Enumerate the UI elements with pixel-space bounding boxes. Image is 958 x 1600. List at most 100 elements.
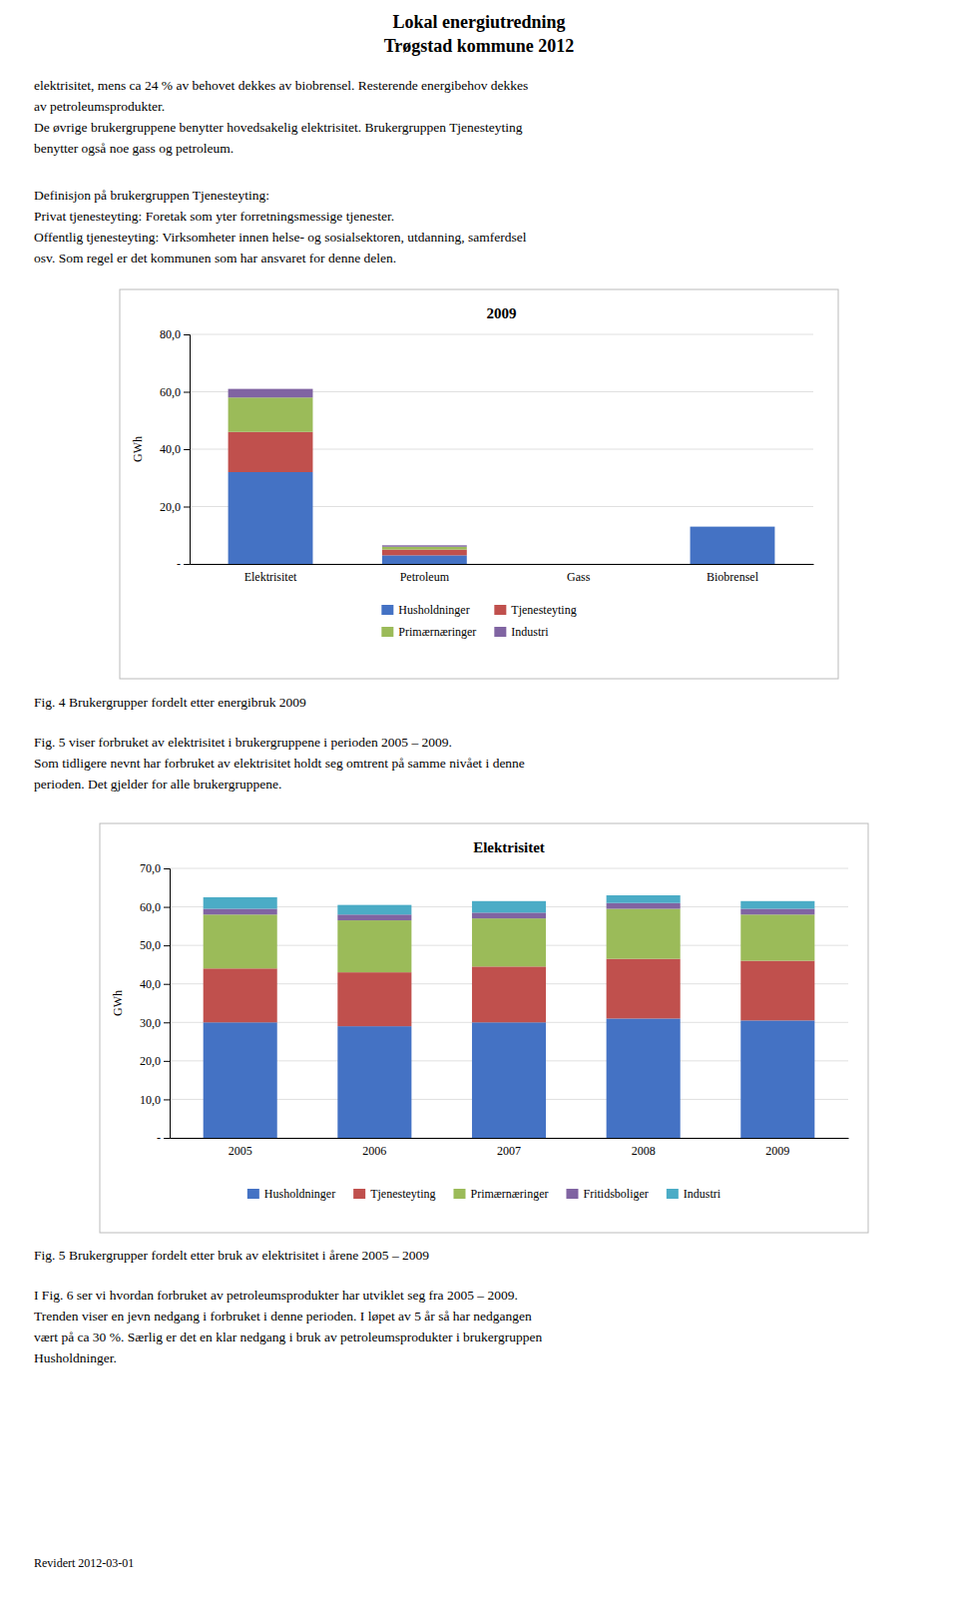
legend-label: Primærnæringer [398, 624, 477, 639]
x-tick-label: Elektrisitet [244, 569, 298, 584]
bar-segment [606, 909, 681, 959]
bar-segment [690, 525, 776, 527]
y-axis: -10,020,030,040,050,060,070,0 [139, 861, 171, 1145]
y-tick-mark [163, 1021, 170, 1023]
y-tick-mark [183, 506, 190, 508]
bar-segment [228, 389, 314, 399]
y-tick: 60,0 [139, 900, 170, 915]
x-tick-label: Petroleum [400, 569, 451, 584]
bar-segment [690, 526, 776, 564]
paragraph: elektrisitet, mens ca 24 % av behovet de… [33, 77, 528, 114]
grid-line [169, 868, 849, 870]
x-tick-label: Gass [566, 569, 591, 584]
y-tick-mark [163, 1098, 170, 1100]
y-tick-mark [183, 392, 190, 394]
x-axis-line [190, 563, 815, 565]
bar-segment [337, 971, 412, 1026]
y-tick-mark [183, 334, 190, 336]
x-tick: 2005 [228, 1137, 253, 1158]
bar-segment [740, 1019, 815, 1138]
legend-swatch [353, 1188, 366, 1199]
legend-item: Tjenesteyting [493, 602, 576, 617]
bar-segment [740, 914, 815, 960]
x-tick-label: 2008 [631, 1143, 656, 1158]
legend-item: Fritidsboliger [565, 1186, 648, 1201]
legend-label: Tjenesteyting [510, 602, 576, 617]
bar-segment [228, 397, 314, 433]
bar-segment [535, 563, 621, 565]
bar-segment [382, 549, 468, 556]
x-tick: 2008 [631, 1137, 656, 1158]
paragraph-line: osv. Som regel er det kommunen som har a… [33, 250, 397, 266]
y-tick: 30,0 [139, 1015, 170, 1030]
legend-label: Primærnæringer [470, 1186, 548, 1201]
y-tick-label: 70,0 [139, 861, 161, 876]
y-tick: 10,0 [139, 1092, 170, 1107]
legend-swatch [453, 1188, 466, 1199]
legend-swatch [666, 1188, 679, 1199]
y-tick-label: 30,0 [139, 1015, 161, 1030]
paragraph-line: Trenden viser en jevn nedgang i forbruke… [33, 1308, 532, 1324]
x-tick: 2009 [765, 1137, 790, 1158]
legend-label: Tjenesteyting [370, 1186, 436, 1201]
paragraph-line: Fig. 5 viser forbruket av elektrisitet i… [33, 734, 453, 750]
x-tick-label: 2005 [228, 1143, 253, 1158]
page-title-line: Lokal energiutredning [392, 11, 565, 32]
chart-frame [99, 823, 869, 1233]
paragraph-line: Privat tjenesteyting: Foretak som yter f… [33, 208, 395, 224]
x-tick: 2007 [496, 1137, 521, 1158]
bar-segment [337, 1025, 412, 1138]
paragraph-line: Revidert 2012-03-01 [33, 1555, 134, 1570]
paragraph-line: Definisjon på brukergruppen Tjenesteytin… [33, 187, 270, 203]
paragraph: Revidert 2012-03-01 [33, 1555, 134, 1570]
y-tick-mark [163, 1060, 170, 1062]
x-tick: Petroleum [400, 563, 451, 584]
bar-segment [690, 525, 776, 527]
bar-segment [740, 909, 815, 916]
paragraph: I Fig. 6 ser vi hvordan forbruket av pet… [33, 1287, 542, 1366]
bar-segment [535, 563, 621, 565]
bar-segment [337, 920, 412, 972]
paragraph-line: Fig. 4 Brukergrupper fordelt etter energ… [33, 694, 307, 710]
paragraph: Fig. 4 Brukergrupper fordelt etter energ… [33, 694, 307, 710]
paragraph-line: De øvrige brukergruppene benytter hoveds… [33, 119, 523, 135]
page-title-line: Trøgstad kommune 2012 [384, 35, 575, 56]
legend-swatch [381, 626, 394, 637]
y-tick-mark [163, 907, 170, 909]
bar-segment [337, 914, 412, 921]
bar-segment [535, 563, 621, 565]
chart-title: Elektrisitet [473, 839, 545, 856]
y-tick-mark [183, 563, 190, 565]
bar-segment [472, 965, 546, 1022]
legend-label: Industri [510, 624, 549, 639]
bar-segment [203, 1021, 278, 1138]
x-tick-label: 2009 [765, 1143, 790, 1158]
y-tick: 80,0 [159, 327, 190, 342]
bar-segment [690, 525, 776, 527]
legend-swatch [565, 1188, 578, 1199]
paragraph-line: perioden. Det gjelder for alle brukergru… [33, 776, 282, 792]
bar-segment [740, 960, 815, 1021]
legend-item: Primærnæringer [381, 624, 477, 639]
bar-segment [203, 897, 278, 910]
bar-segment [740, 901, 815, 910]
x-tick-label: 2007 [496, 1143, 521, 1158]
legend-item: Industri [493, 624, 549, 639]
legend: HusholdningerTjenesteytingPrimærnæringer… [247, 1186, 722, 1201]
bar-segment [228, 432, 314, 473]
y-axis-line [163, 869, 171, 1139]
grid [189, 334, 814, 564]
y-axis-title: GWh [130, 436, 145, 463]
y-tick-label: 80,0 [159, 327, 181, 342]
page-title: Lokal energiutredning Trøgstad kommune 20… [384, 11, 575, 56]
chart: -20,040,060,080,0ElektrisitetPetroleumGa… [130, 305, 815, 639]
y-tick-label: 40,0 [159, 442, 181, 457]
y-tick-mark [163, 868, 170, 870]
y-axis-title: GWh [110, 989, 125, 1016]
y-tick: 40,0 [139, 976, 170, 991]
y-tick-label: 60,0 [139, 900, 161, 915]
y-axis-line [183, 335, 191, 565]
y-tick: - [156, 1130, 170, 1145]
chart: -10,020,030,040,050,060,070,020052006200… [110, 839, 850, 1201]
legend-swatch [493, 604, 506, 615]
